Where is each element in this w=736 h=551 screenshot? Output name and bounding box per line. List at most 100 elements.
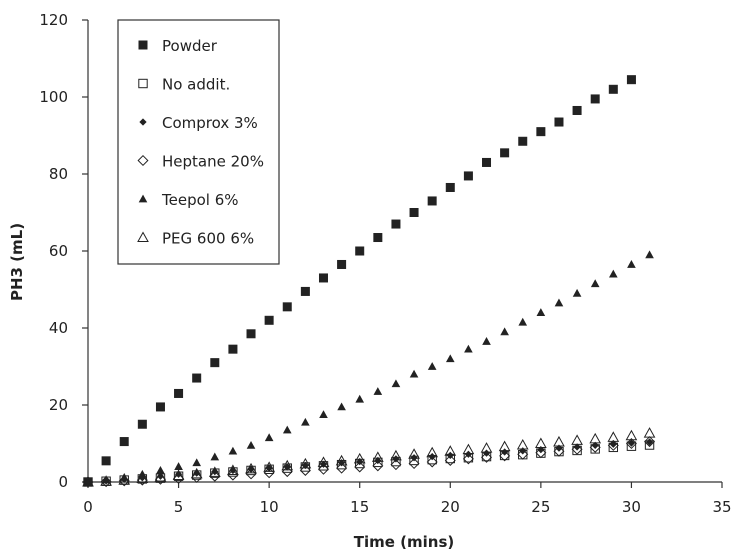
data-point [391,379,401,388]
data-point [607,431,620,442]
data-point [480,442,493,453]
x-tick-label: 25 [531,498,550,516]
data-point [209,470,221,482]
data-point [608,84,618,94]
data-point [643,427,656,438]
data-point [426,446,439,458]
data-point [137,419,147,429]
data-point [355,394,365,403]
plot-points [82,75,656,488]
data-point [318,273,328,283]
legend-label: Teepol 6% [161,191,239,209]
data-point [227,464,239,475]
y-tick-label: 40 [49,319,68,337]
data-point [337,402,346,411]
data-point [553,435,565,447]
data-point [445,354,455,363]
data-point [625,437,637,450]
legend-label: PEG 600 6% [162,230,254,248]
y-axis-title: PH3 (mL) [8,223,26,301]
data-point [136,472,149,484]
x-tick-label: 0 [83,498,93,516]
data-point [444,445,457,456]
data-point [609,269,618,278]
data-point [426,456,438,468]
data-point [482,337,491,345]
data-point [264,433,274,442]
data-point [317,463,329,475]
series-1 [83,440,655,487]
data-point [482,157,492,167]
data-point [118,474,131,485]
data-point [427,362,437,370]
data-point [627,439,636,447]
series-4 [83,250,654,486]
data-point [245,468,257,480]
data-point [246,329,256,339]
x-tick-label: 35 [712,498,731,516]
data-point [500,327,509,336]
data-point [172,469,185,480]
data-point [572,105,582,115]
data-point [427,196,437,206]
data-point [536,127,546,137]
data-point [190,467,203,479]
data-point [462,443,475,455]
data-point [627,260,636,268]
data-point [336,462,348,474]
data-point [82,475,94,487]
y-tick-label: 20 [49,396,68,414]
data-point [391,219,401,229]
data-point [191,471,203,483]
data-point [499,450,511,462]
legend-box [117,19,280,265]
data-point [535,437,547,448]
legend: Powder No addit. Comprox 3% Heptane 20% Teep… [117,19,280,265]
data-point [590,279,600,288]
x-tick-label: 30 [622,498,641,516]
y-ticks: 0 20 40 60 80 100 120 [39,11,88,491]
y-tick-label: 0 [58,473,68,491]
data-point [355,246,365,256]
legend-label: Powder [162,37,218,55]
data-point [462,453,474,465]
data-point [100,475,112,486]
data-point [590,94,600,104]
data-point [573,443,581,451]
data-point [572,288,582,297]
x-tick-label: 10 [260,498,279,516]
x-tick-label: 20 [441,498,460,516]
x-axis-title: Time (mins) [354,533,455,551]
data-point [645,438,654,446]
data-point [518,317,528,326]
legend-marker [139,118,147,126]
data-point [317,456,330,467]
data-point [101,456,111,466]
data-point [589,441,601,453]
data-point [555,444,563,452]
series-5 [82,427,656,487]
legend-label: Heptane 20% [162,153,264,171]
data-point [263,461,275,472]
data-point [371,451,384,462]
data-point [208,466,221,477]
y-tick-label: 60 [49,242,68,260]
data-point [282,302,292,312]
data-point [481,451,493,463]
data-point [645,250,654,259]
data-point [554,298,564,307]
data-point [607,439,619,451]
data-point [299,457,312,469]
data-point [192,373,202,383]
data-point [518,136,528,146]
data-point [408,458,420,470]
data-point [408,448,420,459]
data-point [299,464,311,476]
data-point [553,445,565,457]
data-point [227,469,239,481]
data-point [154,470,167,482]
data-point [337,259,347,269]
data-point [319,410,328,418]
data-point [535,447,547,459]
